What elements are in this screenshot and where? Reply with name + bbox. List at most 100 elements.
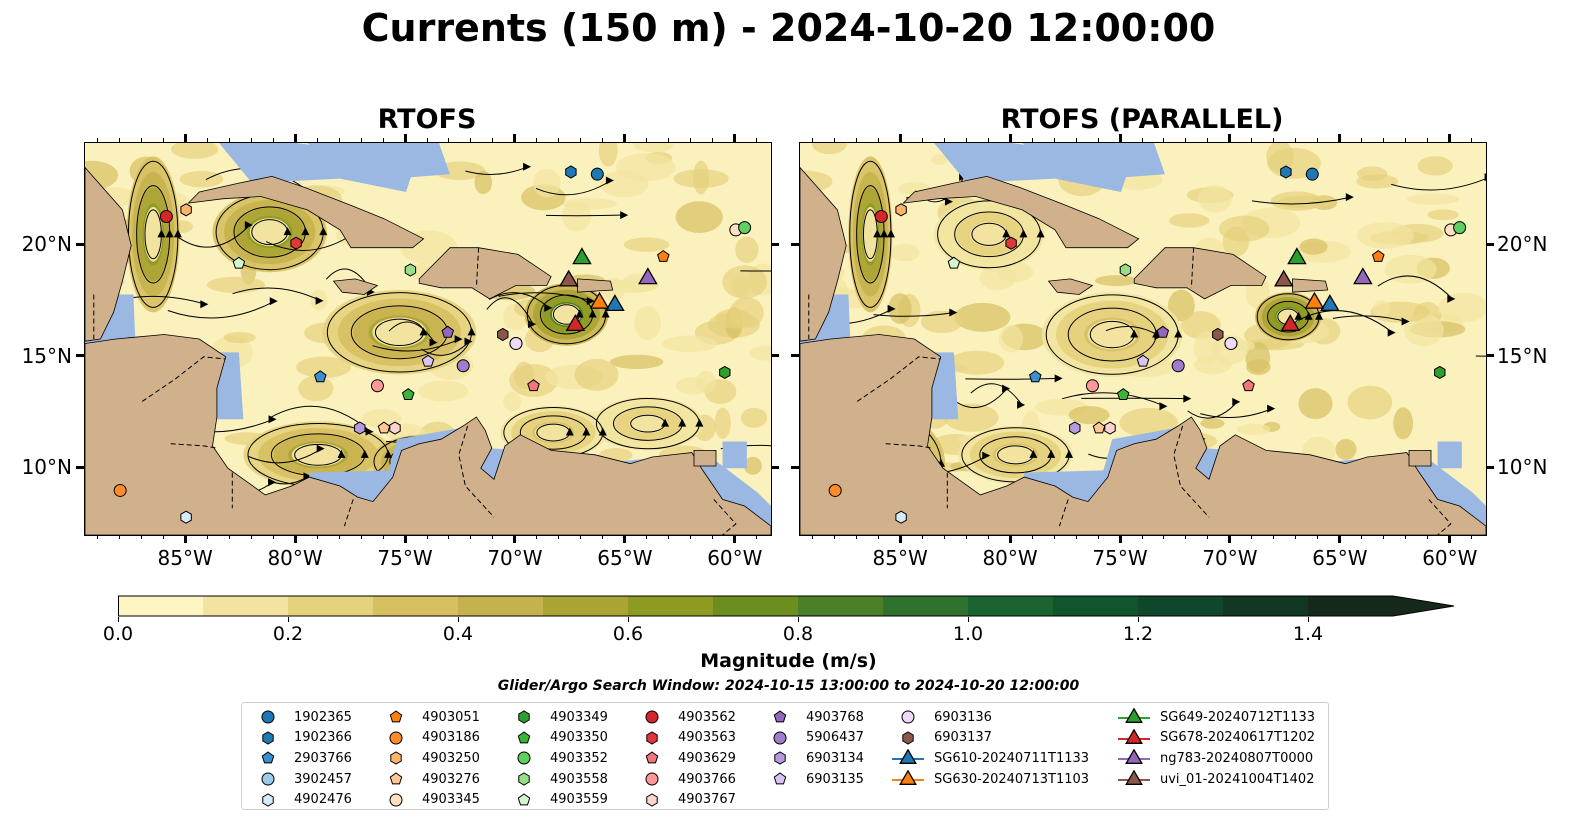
land xyxy=(1133,247,1267,300)
current-patch xyxy=(1237,423,1271,435)
legend-triangle-icon xyxy=(1125,749,1143,765)
minor-tick-mark xyxy=(1141,535,1143,539)
legend-symbol xyxy=(262,793,274,807)
legend-symbol xyxy=(389,793,403,807)
streamline-arrow xyxy=(1232,397,1241,406)
legend-item: 4903767 xyxy=(634,789,736,810)
colorbar-tick-label: 0.0 xyxy=(102,623,134,645)
streamline xyxy=(465,166,529,175)
land xyxy=(1408,449,1432,467)
minor-tick-mark xyxy=(668,138,670,142)
lon-tick-label: 75°W xyxy=(377,546,433,570)
legend-circle-icon xyxy=(389,793,403,807)
legend-item: 4903352 xyxy=(506,748,608,769)
legend-circle-icon xyxy=(645,772,659,786)
legend-pentagon-icon xyxy=(773,710,787,723)
current-patch xyxy=(361,409,402,429)
marker-1902365 xyxy=(590,167,604,181)
eddy-core xyxy=(143,207,163,262)
marker-4903629 xyxy=(1242,379,1255,392)
minor-tick-mark xyxy=(536,535,538,539)
streamline-arrow xyxy=(1345,193,1354,202)
colorbar-tick-mark xyxy=(967,617,969,622)
streamline xyxy=(388,321,435,343)
legend-label: 4903767 xyxy=(678,792,736,808)
current-patch xyxy=(171,143,219,160)
minor-tick-mark xyxy=(877,535,879,539)
legend-label: 4903563 xyxy=(678,730,736,746)
legend-item: 4903276 xyxy=(378,769,480,790)
marker-5906437 xyxy=(456,359,470,373)
legend-symbol xyxy=(646,731,658,745)
country-border xyxy=(885,443,932,449)
legend-item: 4903051 xyxy=(378,707,480,728)
current-patch xyxy=(1193,330,1221,365)
colorbar-segment xyxy=(883,596,969,616)
minor-tick-mark xyxy=(1141,138,1143,142)
legend-symbol xyxy=(1118,749,1150,765)
colorbar-tick-mark xyxy=(627,617,629,622)
minor-tick-mark xyxy=(602,535,604,539)
land xyxy=(902,175,1140,249)
streamline-arrow xyxy=(269,297,278,306)
legend-circle-icon xyxy=(261,710,275,724)
minor-tick-mark xyxy=(712,138,714,142)
legend-circle-icon xyxy=(517,751,531,765)
marker-ng783-20240807t0000 xyxy=(638,267,658,285)
streamline-arrow xyxy=(1183,394,1192,403)
shallow-water xyxy=(1437,441,1462,469)
minor-tick-mark xyxy=(140,138,142,142)
streamline-arrow xyxy=(582,427,591,436)
current-patch xyxy=(179,170,224,188)
marker-4903186 xyxy=(113,483,127,497)
legend-item: SG610-20240711T1133 xyxy=(890,748,1089,769)
minor-tick-mark xyxy=(1317,138,1319,142)
marker-1902365 xyxy=(1305,167,1319,181)
land xyxy=(1292,278,1329,293)
marker-1902366 xyxy=(565,165,577,179)
streamline-arrow xyxy=(173,229,182,238)
minor-tick-mark xyxy=(1251,138,1253,142)
minor-tick-mark xyxy=(756,138,758,142)
streamline-arrow xyxy=(365,427,374,436)
legend-symbol xyxy=(390,751,402,766)
eddy-core xyxy=(969,221,1009,247)
marker-4902476 xyxy=(180,510,192,524)
legend-pentagon-icon xyxy=(517,793,531,806)
streamline-arrow xyxy=(316,444,325,453)
current-patch xyxy=(673,169,729,189)
legend-label: 4903276 xyxy=(422,771,480,787)
legend-label: 4903250 xyxy=(422,750,480,766)
land xyxy=(1047,278,1094,295)
legend-label: SG649-20240712T1133 xyxy=(1160,709,1316,725)
streamline-arrow xyxy=(1130,329,1139,338)
legend-label: 6903134 xyxy=(806,750,864,766)
current-patch xyxy=(1403,314,1444,347)
marker-6903136 xyxy=(509,336,523,350)
marker-4903350 xyxy=(1116,388,1130,400)
legend-item: 4903768 xyxy=(762,707,864,728)
legend-label: uvi_01-20241004T1402 xyxy=(1160,771,1315,787)
lon-tick-label: 70°W xyxy=(1202,546,1258,570)
legend-symbol xyxy=(518,772,530,786)
current-patch xyxy=(948,350,1005,375)
lat-tick-mark xyxy=(76,242,84,246)
legend-item: 6903137 xyxy=(890,728,1089,749)
legend-triangle-icon xyxy=(1125,708,1143,724)
minor-tick-mark xyxy=(580,138,582,142)
country-border xyxy=(1428,499,1452,535)
lon-tick-mark xyxy=(623,535,627,543)
minor-tick-mark xyxy=(987,138,989,142)
streamline-arrow xyxy=(165,229,174,238)
marker-2903766 xyxy=(314,370,327,383)
marker-sg610-20240711t1133 xyxy=(605,294,625,312)
marker-4903767 xyxy=(389,421,401,435)
current-patch xyxy=(714,308,753,329)
minor-tick-mark xyxy=(250,138,252,142)
minor-tick-mark xyxy=(448,138,450,142)
current-patch xyxy=(296,356,351,379)
minor-tick-mark xyxy=(96,138,98,142)
legend-symbol xyxy=(773,731,787,745)
minor-tick-mark xyxy=(316,138,318,142)
colorbar-tick-mark xyxy=(797,617,799,622)
